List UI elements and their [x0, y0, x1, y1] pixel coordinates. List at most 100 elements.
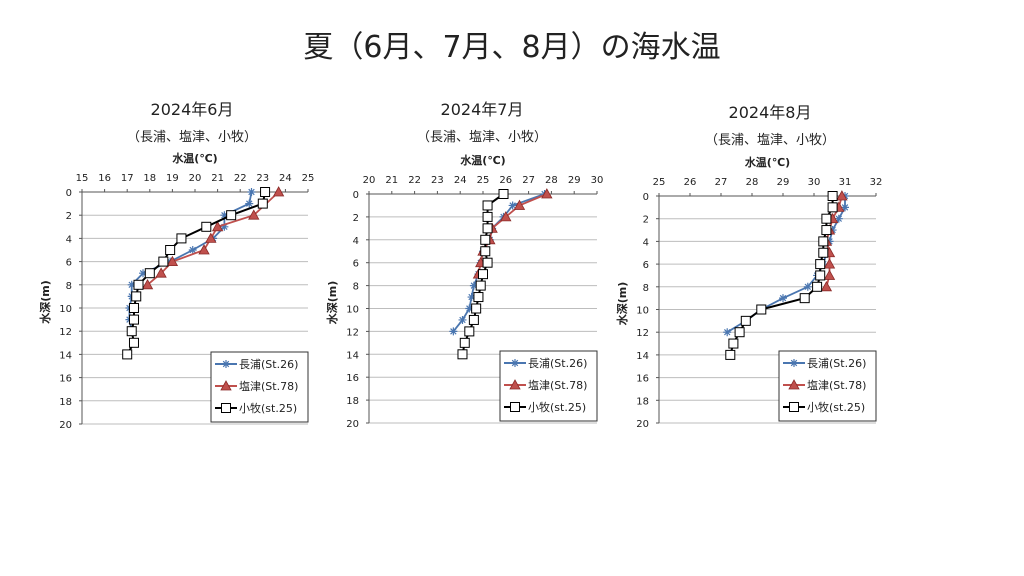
y-tick-label: 14	[59, 350, 72, 361]
data-point	[449, 327, 458, 336]
data-point	[740, 315, 751, 326]
legend-marker	[790, 359, 798, 367]
data-point	[139, 269, 148, 278]
legend-marker	[221, 403, 231, 413]
y-tick-label: 18	[59, 397, 72, 408]
legend-label: 塩津(St.78)	[239, 379, 298, 393]
data-point	[257, 198, 268, 209]
data-point	[465, 304, 474, 313]
data-point	[127, 280, 136, 289]
legend-label: 長浦(St.26)	[239, 358, 298, 371]
legend-label: 長浦(St.26)	[528, 357, 587, 370]
y-tick-label: 12	[346, 327, 359, 338]
x-tick-label: 22	[234, 173, 247, 184]
data-point	[482, 200, 493, 211]
y-tick-label: 8	[353, 282, 359, 293]
chart-1-subtitle: （長浦、塩津、小牧）	[126, 130, 257, 145]
data-point	[541, 188, 553, 199]
data-point	[158, 256, 169, 267]
y-tick-label: 2	[643, 215, 649, 226]
legend-marker	[222, 360, 230, 368]
x-tick-label: 30	[591, 175, 604, 186]
x-tick-label: 28	[545, 175, 558, 186]
x-axis-label: 水温(℃)	[745, 155, 790, 169]
data-point	[226, 210, 237, 221]
x-tick-label: 29	[777, 177, 790, 188]
chart-2-title: 2024年7月	[440, 100, 524, 119]
data-point	[205, 232, 217, 243]
x-tick-label: 21	[211, 173, 224, 184]
x-tick-label: 22	[408, 175, 421, 186]
series-shiozu	[141, 186, 285, 290]
y-tick-label: 16	[59, 374, 72, 385]
series-komaki	[725, 191, 838, 360]
data-point	[834, 214, 843, 223]
data-point	[155, 267, 167, 278]
y-tick-label: 8	[643, 283, 649, 294]
legend-label: 小牧(st.25)	[807, 400, 865, 414]
y-tick-label: 14	[346, 350, 359, 361]
y-tick-label: 0	[353, 190, 359, 201]
chart-2-title-block: 2024年7月 （長浦、塩津、小牧）	[362, 96, 602, 145]
data-point	[467, 293, 476, 302]
y-tick-label: 6	[66, 258, 72, 269]
data-point	[827, 202, 838, 213]
data-point	[468, 314, 479, 325]
y-tick-label: 2	[353, 213, 359, 224]
data-point	[821, 213, 832, 224]
legend-label: 小牧(st.25)	[528, 400, 586, 414]
data-point	[245, 199, 254, 208]
y-tick-label: 16	[636, 374, 649, 385]
data-point	[823, 258, 836, 269]
legend: 長浦(St.26) 塩津(St.78) 小牧(st.25)	[499, 350, 598, 422]
data-point	[827, 191, 838, 201]
data-point	[513, 199, 526, 210]
legend-marker	[220, 380, 232, 391]
data-point	[478, 269, 488, 280]
chart-3-title-block: 2024年8月 （長浦、塩津、小牧）	[650, 99, 890, 148]
x-tick-label: 27	[715, 177, 728, 188]
x-tick-label: 24	[454, 175, 467, 186]
y-tick-label: 18	[346, 396, 359, 407]
x-tick-label: 31	[839, 177, 852, 188]
data-point	[176, 233, 187, 244]
chart-1-title-block: 2024年6月 （長浦、塩津、小牧）	[72, 96, 312, 145]
y-tick-label: 12	[636, 328, 649, 339]
x-tick-label: 23	[256, 173, 269, 184]
x-tick-label: 25	[302, 173, 315, 184]
legend-label: 小牧(st.25)	[239, 401, 297, 415]
y-tick-label: 10	[346, 305, 359, 316]
data-point	[247, 188, 256, 196]
data-point	[211, 220, 224, 232]
y-tick-label: 10	[636, 306, 649, 317]
data-point	[734, 327, 745, 338]
data-point	[133, 279, 144, 290]
x-tick-label: 28	[746, 177, 759, 188]
y-tick-label: 0	[643, 192, 649, 203]
data-point	[144, 268, 155, 279]
data-point	[126, 326, 137, 337]
series-komaki	[122, 187, 271, 360]
data-point	[464, 326, 475, 337]
data-point	[821, 225, 832, 236]
x-axis-label: 水温(℃)	[172, 151, 217, 165]
y-tick-label: 2	[66, 211, 72, 222]
data-point	[815, 270, 826, 281]
y-tick-label: 16	[346, 373, 359, 384]
y-tick-label: 4	[66, 234, 72, 245]
y-tick-label: 12	[59, 327, 72, 338]
x-tick-label: 24	[279, 173, 292, 184]
data-point	[836, 190, 848, 201]
data-point	[165, 245, 176, 255]
data-point	[498, 189, 509, 199]
data-point	[480, 234, 491, 245]
y-tick-label: 20	[346, 419, 359, 430]
data-point	[141, 278, 154, 290]
data-point	[803, 282, 812, 291]
data-point	[728, 338, 739, 349]
y-axis-label: 水深(m)	[325, 281, 339, 325]
x-tick-label: 23	[431, 175, 444, 186]
